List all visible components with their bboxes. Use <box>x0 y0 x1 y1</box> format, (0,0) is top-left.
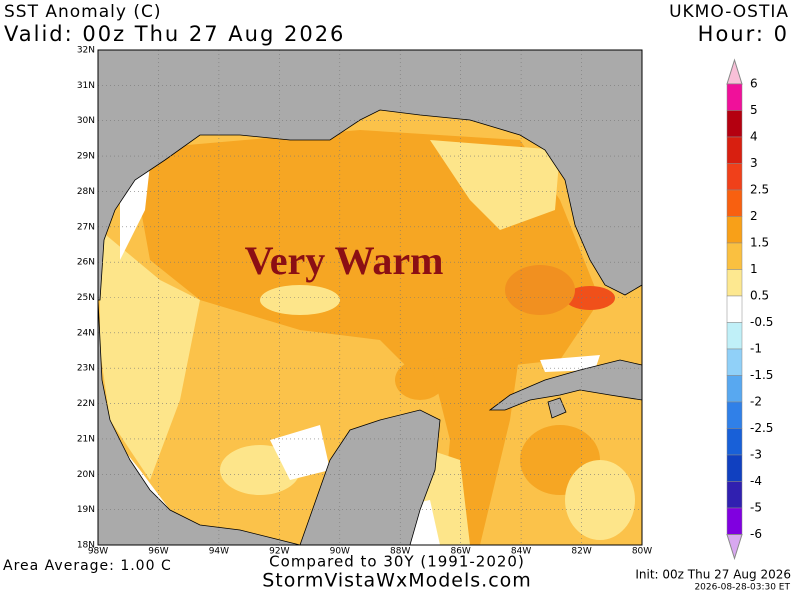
colorbar-segment <box>726 454 743 482</box>
title: SST Anomaly (C) <box>4 2 161 22</box>
init-time: Init: 00z Thu 27 Aug 2026 <box>635 568 791 582</box>
colorbar-label: -2 <box>750 395 762 409</box>
lon-label: 90W <box>330 547 350 557</box>
colorbar-segment <box>726 348 743 376</box>
colorbar-segment <box>726 375 743 403</box>
colorbar-segment <box>726 242 743 270</box>
lat-label: 32N <box>77 46 95 56</box>
lat-label: 25N <box>77 293 95 303</box>
colorbar-segment <box>726 216 743 244</box>
climatology: Compared to 30Y (1991-2020) <box>269 553 525 571</box>
lat-label: 24N <box>77 328 95 338</box>
lat-label: 18N <box>77 541 95 551</box>
colorbar-label: -6 <box>750 527 762 541</box>
lat-label: 19N <box>77 505 95 515</box>
lon-label: 96W <box>148 547 168 557</box>
colorbar-label: 6 <box>750 77 758 91</box>
colorbar-label: 5 <box>750 103 758 117</box>
lat-label: 29N <box>77 152 95 162</box>
colorbar-segment <box>726 507 743 535</box>
colorbar-segment <box>726 110 743 138</box>
colorbar-label: 1.5 <box>750 236 769 250</box>
map: Very Warm <box>98 50 642 545</box>
sst-cooler-areas <box>100 140 635 545</box>
colorbar-label: 1 <box>750 262 758 276</box>
colorbar-label: -0.5 <box>750 315 773 329</box>
colorbar-label: -5 <box>750 501 762 515</box>
sst-hot-areas <box>505 265 615 315</box>
colorbar: 6 5 4 3 2.5 2 1.5 1 0.5 -0.5 -1 -1.5 -2 -2.5 -3 -4 -5 -6 <box>726 58 773 561</box>
map-frame <box>97 49 643 546</box>
lon-label: 94W <box>209 547 229 557</box>
timestamp: 2026-08-28-03:30 ET <box>694 583 790 592</box>
lon-label: 92W <box>269 547 289 557</box>
lon-label: 82W <box>571 547 591 557</box>
colorbar-label: 3 <box>750 156 758 170</box>
colorbar-top <box>726 58 743 85</box>
annotation: Very Warm <box>245 238 444 283</box>
axis-labels: 32N 31N 30N 29N 28N 27N 26N 25N 24N 23N 22N 21N 20N 1… <box>77 46 652 557</box>
colorbar-label: 0.5 <box>750 289 769 303</box>
lat-label: 22N <box>77 399 95 409</box>
lon-label: 86W <box>450 547 470 557</box>
area-average: Area Average: 1.00 C <box>3 558 172 574</box>
lat-label: 21N <box>77 434 95 444</box>
lat-label: 20N <box>77 470 95 480</box>
colorbar-segment <box>726 295 743 323</box>
lon-label: 80W <box>632 547 652 557</box>
lon-label: 88W <box>390 547 410 557</box>
lat-label: 27N <box>77 222 95 232</box>
lat-label: 26N <box>77 258 95 268</box>
lat-label: 23N <box>77 364 95 374</box>
colorbar-segment <box>726 269 743 297</box>
colorbar-label: 4 <box>750 130 758 144</box>
lat-label: 28N <box>77 187 95 197</box>
colorbar-bottom <box>726 534 743 561</box>
colorbar-label: -3 <box>750 448 762 462</box>
colorbar-segment <box>726 163 743 191</box>
website: StormVistaWxModels.com <box>262 570 532 592</box>
graticule <box>98 50 642 545</box>
lon-label: 84W <box>511 547 531 557</box>
land <box>98 50 642 545</box>
source: UKMO-OSTIA <box>669 2 789 22</box>
lat-label: 31N <box>77 81 95 91</box>
colorbar-segment <box>726 322 743 350</box>
colorbar-segment <box>726 189 743 217</box>
colorbar-label: -2.5 <box>750 421 773 435</box>
colorbar-label: -1 <box>750 342 762 356</box>
lat-label: 30N <box>77 116 95 126</box>
colorbar-segment <box>726 481 743 509</box>
forecast-hour: Hour: 0 <box>698 22 789 46</box>
colorbar-label: 2.5 <box>750 183 769 197</box>
colorbar-label: 2 <box>750 209 758 223</box>
colorbar-segment <box>726 428 743 456</box>
colorbar-segment <box>726 136 743 164</box>
colorbar-label: -1.5 <box>750 368 773 382</box>
colorbar-segment <box>726 401 743 429</box>
colorbar-label: -4 <box>750 474 762 488</box>
valid-time: Valid: 00z Thu 27 Aug 2026 <box>4 22 345 46</box>
colorbar-segment <box>726 83 743 111</box>
lon-label: 98W <box>88 547 108 557</box>
